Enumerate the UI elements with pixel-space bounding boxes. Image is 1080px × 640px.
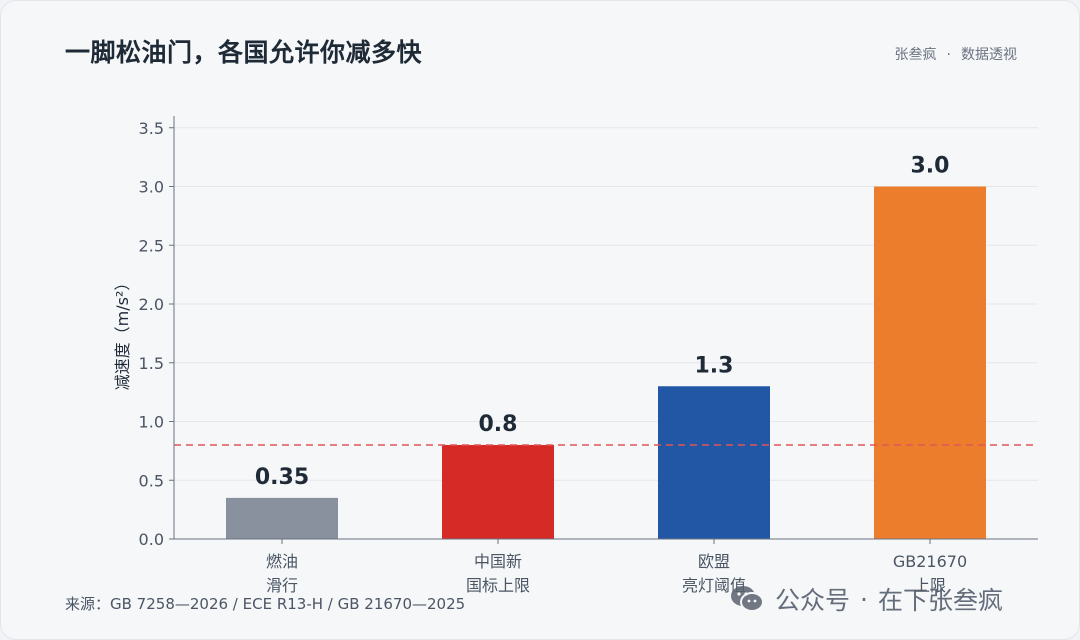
y-tick-label: 2.5 [139, 236, 164, 255]
byline-separator: · [946, 47, 951, 63]
y-tick-label: 1.0 [139, 413, 164, 432]
x-tick-label: 燃油 [266, 552, 298, 571]
value-label: 3.0 [911, 154, 950, 179]
channel-name: 数据透视 [961, 47, 1017, 63]
watermark-account: 在下张叁疯 [877, 586, 1003, 615]
y-axis-label: 减速度（m/s²） [113, 275, 132, 391]
x-tick-label: 亮灯阈值 [682, 576, 746, 595]
x-tick-label: 滑行 [266, 576, 298, 595]
byline: 张叁疯 · 数据透视 [895, 44, 1017, 64]
x-tick-label: 欧盟 [698, 552, 730, 571]
watermark: 公众号 · 在下张叁疯 [729, 581, 1003, 617]
y-tick-label: 1.5 [139, 354, 164, 373]
y-tick-label: 3.5 [139, 119, 164, 138]
watermark-separator: · [860, 584, 868, 614]
x-tick-label: 上限 [914, 576, 946, 595]
y-tick-label: 3.0 [139, 178, 164, 197]
y-tick-label: 2.0 [139, 295, 164, 314]
source-note: 来源：GB 7258—2026 / ECE R13-H / GB 21670—2… [65, 595, 466, 613]
bar [874, 186, 986, 539]
bar [226, 497, 338, 539]
x-tick-label: 国标上限 [466, 576, 530, 595]
value-label: 1.3 [695, 353, 734, 378]
x-tick-label: 中国新 [474, 552, 522, 571]
wechat-icon [731, 586, 764, 612]
bar [442, 445, 554, 539]
x-tick-label: GB21670 [893, 552, 967, 571]
watermark-platform: 公众号 [775, 586, 851, 615]
value-label: 0.8 [479, 412, 518, 437]
value-label: 0.35 [255, 465, 309, 490]
page-title: 一脚松油门，各国允许你减多快 [65, 38, 423, 67]
y-tick-label: 0.0 [139, 530, 164, 549]
bars-layer [226, 186, 986, 539]
bar [658, 386, 770, 539]
y-tick-label: 0.5 [139, 471, 164, 490]
author-name: 张叁疯 [894, 47, 937, 63]
axis-layer: 0.0 0.5 1.0 1.5 2.0 2.5 3.0 3.5 [139, 116, 1038, 549]
